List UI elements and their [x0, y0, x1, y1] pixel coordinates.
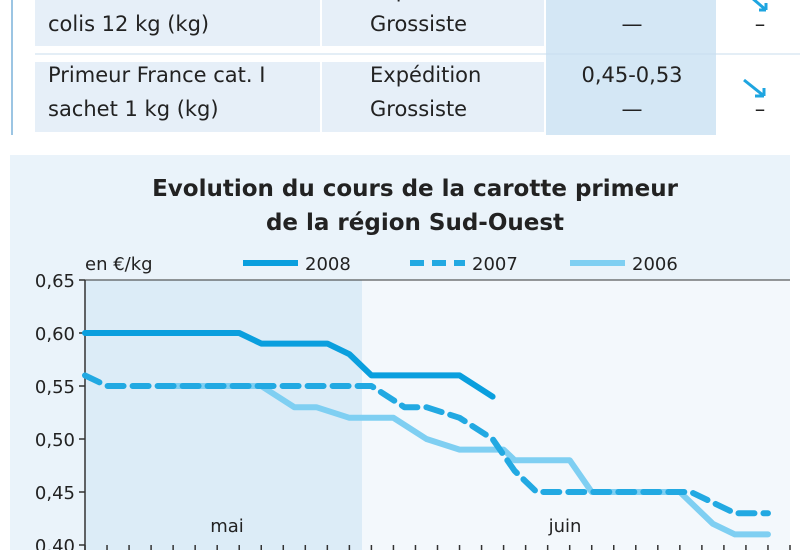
trend-arrow: [743, 78, 766, 98]
stage: Expédition: [370, 0, 481, 2]
chart-title: Evolution du cours de la carotte primeur: [152, 176, 679, 202]
y-axis-label: en €/kg: [85, 254, 153, 275]
legend-label: 2007: [472, 254, 518, 275]
product: colis 12 kg (kg): [48, 12, 209, 36]
cell-bg: [322, 0, 544, 46]
legend-label: 2008: [305, 254, 351, 275]
series-line: [82, 372, 771, 517]
month-shade: [85, 280, 362, 550]
month-label: juin: [548, 516, 582, 537]
y-tick-label: 0,60: [35, 324, 75, 345]
price: —: [622, 12, 643, 36]
y-tick-label: 0,55: [35, 377, 75, 398]
trend: –: [755, 12, 766, 36]
cell-bg: [322, 62, 544, 132]
product: Primeur France cat. I: [48, 0, 265, 2]
y-tick-label: 0,65: [35, 271, 75, 292]
stage: Expédition: [370, 63, 481, 87]
series-line: [170, 383, 771, 538]
month-label: mai: [210, 516, 244, 537]
y-tick-label: 0,40: [35, 536, 75, 550]
legend-label: 2006: [632, 254, 678, 275]
cell-bg: [35, 0, 320, 46]
stage: Grossiste: [370, 12, 467, 36]
price: 0,58-0,60: [581, 0, 682, 2]
product: sachet 1 kg (kg): [48, 97, 219, 121]
y-tick-label: 0,50: [35, 430, 75, 451]
stage: Grossiste: [370, 97, 467, 121]
trend: –: [755, 97, 766, 121]
price: —: [622, 97, 643, 121]
series-line: [82, 330, 496, 400]
product: Primeur France cat. I: [48, 63, 265, 87]
price: 0,45-0,53: [581, 63, 682, 87]
price-col-bg: [546, 0, 716, 135]
cell-bg: [35, 62, 320, 132]
trend-arrow: [752, 0, 768, 12]
chart-title: de la région Sud-Ouest: [266, 210, 564, 236]
y-tick-label: 0,45: [35, 483, 75, 504]
